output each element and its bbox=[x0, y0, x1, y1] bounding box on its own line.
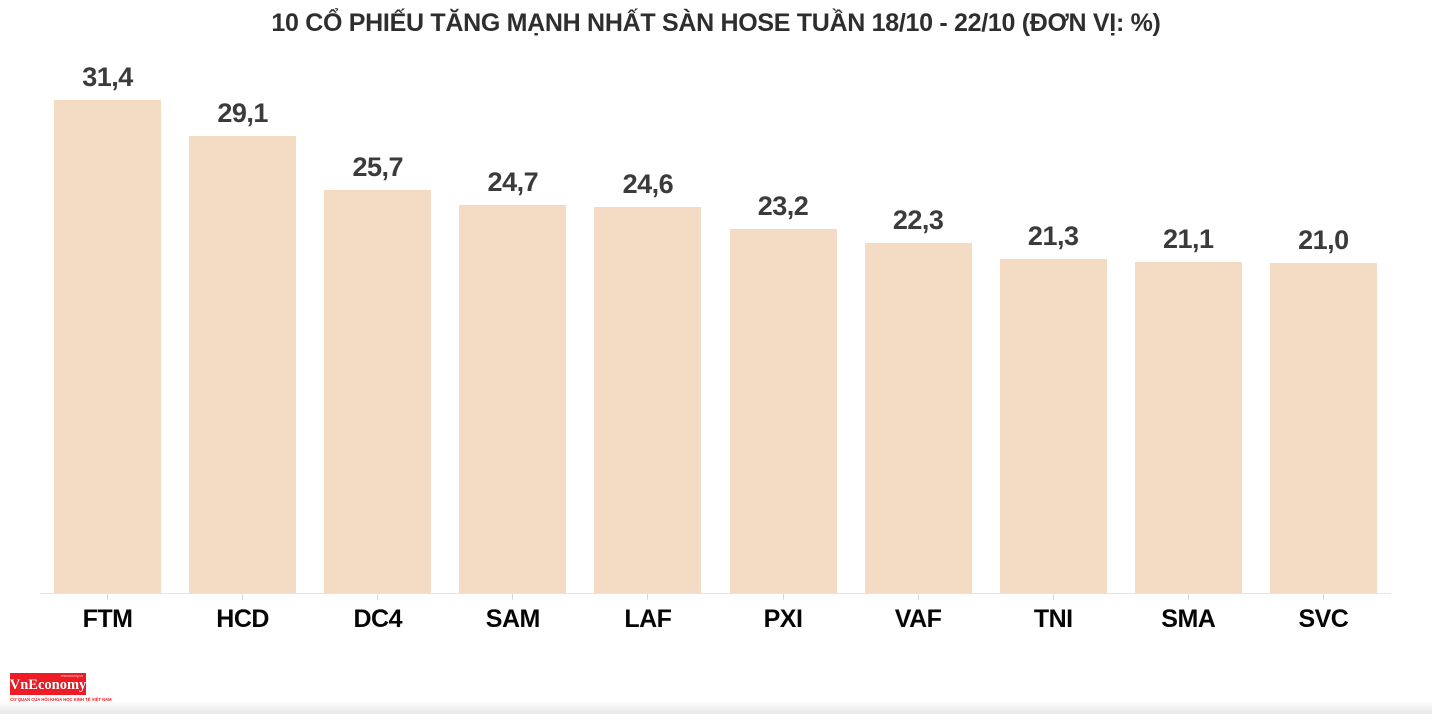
bar-column: 21,1 bbox=[1121, 226, 1256, 593]
bar-value-label: 25,7 bbox=[352, 152, 404, 182]
bar-column: 31,4 bbox=[40, 64, 175, 593]
tick-cell bbox=[310, 594, 445, 600]
bar bbox=[189, 136, 297, 593]
bar bbox=[1269, 263, 1377, 593]
axis-ticks bbox=[40, 594, 1391, 600]
axis-tick bbox=[107, 594, 109, 600]
bar bbox=[324, 190, 432, 593]
axis-tick bbox=[917, 594, 919, 600]
category-label: FTM bbox=[82, 605, 133, 633]
bar bbox=[54, 100, 162, 593]
category-label: SAM bbox=[485, 605, 541, 633]
category-label: SMA bbox=[1161, 605, 1216, 633]
axis-tick bbox=[242, 594, 244, 600]
axis-tick bbox=[512, 594, 514, 600]
category-label: LAF bbox=[624, 605, 672, 633]
bar-column: 21,0 bbox=[1256, 227, 1391, 593]
bar bbox=[864, 243, 972, 593]
vneconomy-logo: vneconomy.vn VnEconomy CƠ QUAN CỦA HỘI K… bbox=[10, 673, 112, 702]
bar-column: 24,7 bbox=[445, 169, 580, 593]
category-label: VAF bbox=[894, 605, 942, 633]
bar-column: 21,3 bbox=[986, 223, 1121, 593]
bar-column: 29,1 bbox=[175, 100, 310, 593]
chart-title: 10 CỔ PHIẾU TĂNG MẠNH NHẤT SÀN HOSE TUẦN… bbox=[271, 9, 1161, 37]
tick-cell bbox=[445, 594, 580, 600]
plot-area: 31,4 29,1 25,7 24,7 24,6 23,2 22,3 21,3 21,1 21,0 bbox=[40, 51, 1391, 594]
vneconomy-logo-box: vneconomy.vn VnEconomy bbox=[10, 673, 86, 695]
tick-cell bbox=[986, 594, 1121, 600]
category-label: SVC bbox=[1298, 605, 1349, 633]
bar-value-label: 29,1 bbox=[217, 98, 268, 128]
category-label: HCD bbox=[216, 605, 269, 633]
bar bbox=[729, 229, 837, 593]
tick-cell bbox=[851, 594, 986, 600]
axis-tick bbox=[647, 594, 649, 600]
bar-value-label: 22,3 bbox=[892, 205, 944, 235]
vneconomy-logo-wordmark: VnEconomy bbox=[9, 677, 87, 693]
axis-tick bbox=[782, 594, 784, 600]
bar-value-label: 23,2 bbox=[757, 191, 809, 221]
tick-cell bbox=[40, 594, 175, 600]
axis-tick bbox=[377, 594, 379, 600]
bar-value-label: 24,7 bbox=[487, 167, 539, 197]
bar bbox=[999, 259, 1107, 593]
category-labels: FTM HCD DC4 SAM LAF PXI VAF TNI SMA SVC bbox=[40, 605, 1391, 634]
bar-value-label: 24,6 bbox=[622, 169, 674, 199]
vneconomy-tagline: CƠ QUAN CỦA HỘI KHOA HỌC KINH TẾ VIỆT NA… bbox=[10, 697, 112, 702]
bar-value-label: 21,0 bbox=[1298, 225, 1349, 255]
axis-tick bbox=[1052, 594, 1054, 600]
tick-cell bbox=[1121, 594, 1256, 600]
bar-value-label: 21,3 bbox=[1027, 221, 1079, 251]
tick-cell bbox=[1256, 594, 1391, 600]
axis-tick bbox=[1322, 594, 1324, 600]
tick-cell bbox=[175, 594, 310, 600]
category-label: DC4 bbox=[353, 605, 402, 633]
axis-tick bbox=[1187, 594, 1189, 600]
bar-column: 25,7 bbox=[310, 154, 445, 593]
bar bbox=[459, 205, 567, 593]
bar-column: 24,6 bbox=[580, 171, 715, 593]
bar-column: 22,3 bbox=[851, 207, 986, 593]
category-label: PXI bbox=[763, 605, 803, 633]
vneconomy-logo-small-text: vneconomy.vn bbox=[60, 674, 83, 678]
bar-column: 23,2 bbox=[715, 193, 850, 593]
bar bbox=[1134, 262, 1242, 593]
bar-value-label: 21,1 bbox=[1163, 224, 1214, 254]
bottom-shadow-band bbox=[0, 701, 1432, 714]
bar-chart: 31,4 29,1 25,7 24,7 24,6 23,2 22,3 21,3 21,1 21,0… bbox=[40, 51, 1391, 634]
category-label: TNI bbox=[1033, 605, 1073, 633]
bar-value-label: 31,4 bbox=[82, 62, 133, 92]
bar bbox=[594, 207, 702, 593]
tick-cell bbox=[580, 594, 715, 600]
tick-cell bbox=[715, 594, 850, 600]
